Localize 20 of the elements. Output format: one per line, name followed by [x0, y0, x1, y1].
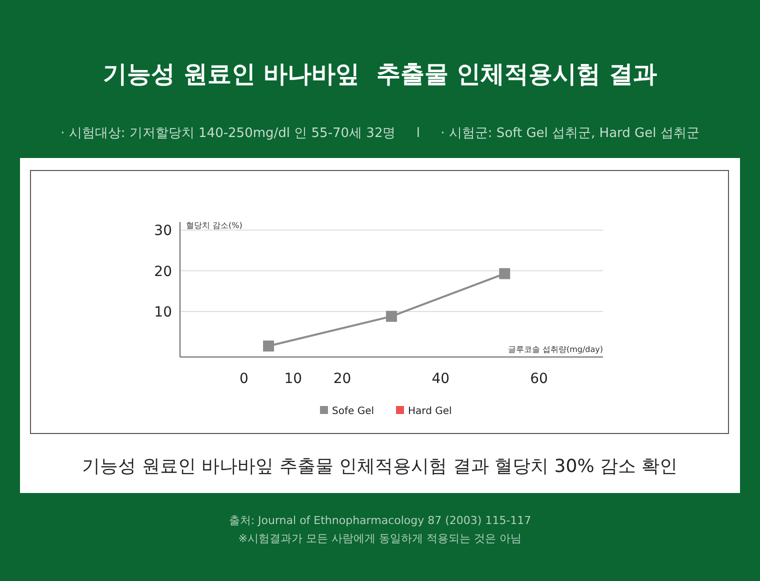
y-tick-label: 10 — [154, 304, 172, 320]
legend-label: Sofe Gel — [332, 406, 374, 417]
x-tick-label: 10 — [284, 371, 302, 387]
chart-subtitle: · 시험대상: 기저할당치 140-250mg/dl 인 55-70세 32명 l · 시험군: Soft Gel 섭취군, Hard Gel 섭취군 — [60, 126, 700, 141]
legend-label: Hard Gel — [408, 406, 452, 417]
x-axis-title: 글루코솔 섭취량(mg/day) — [508, 345, 603, 354]
source-note: 출처: Journal of Ethnopharmacology 87 (2003) 115-117 — [228, 514, 532, 527]
point — [386, 310, 397, 322]
text: 기능성 원료인 바나바잎 추출물 인체적용시험 결과 혈당치 30% 감소 확인 — [82, 456, 678, 477]
x-tick-label: 20 — [333, 371, 352, 387]
y-axis-title: 혈당치 감소(%) — [186, 221, 242, 230]
x-tick-label: 40 — [432, 371, 450, 387]
text: ※시험결과가 모든 사람에게 동일하게 적용되는 것은 아님 — [238, 532, 522, 545]
y-tick-label: 30 — [154, 223, 172, 240]
x-tick-label: 0 — [239, 371, 248, 387]
chart-title: 기능성 원료인 바나바잎 추출물 인체적용시험 결과 — [102, 60, 658, 88]
point — [499, 268, 510, 280]
point — [263, 340, 274, 352]
x-tick-label: 60 — [530, 371, 548, 387]
y-tick-label: 20 — [154, 264, 172, 280]
